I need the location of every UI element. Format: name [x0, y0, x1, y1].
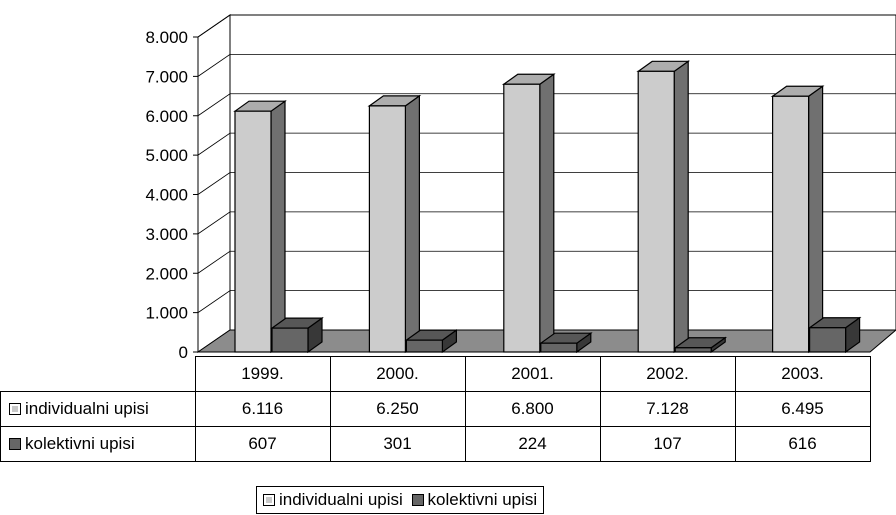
- y-tick-label: 3.000: [145, 225, 188, 244]
- data-label: 6.495: [734, 391, 871, 427]
- bar-chart: 0 1.000 2.000 3.000 4.000 5.000 6.000 7.000 8.00…: [145, 14, 896, 360]
- bars: [233, 60, 862, 354]
- bar-front: [540, 342, 578, 353]
- bar-side: [539, 73, 555, 354]
- category-label: 2003.: [734, 356, 871, 392]
- data-label: 616: [734, 426, 871, 462]
- table-header-row: 1999. 2000. 2001. 2002. 2003.: [1, 356, 871, 392]
- bar-front: [271, 327, 309, 353]
- bar-kolektivni: [807, 316, 862, 354]
- category-label: 2001.: [464, 356, 601, 392]
- bar-kolektivni: [270, 316, 324, 354]
- y-tick-label: 6.000: [145, 107, 188, 126]
- legend-label: kolektivni upisi: [427, 490, 538, 509]
- y-tick-label: 0: [179, 343, 188, 360]
- series-name: individualni upisi: [25, 399, 149, 418]
- legend-swatch: [263, 494, 275, 506]
- data-label: 7.128: [599, 391, 736, 427]
- y-tick-label: 4.000: [145, 186, 188, 205]
- bar-front: [808, 327, 847, 353]
- bar-front: [368, 105, 406, 353]
- legend: individualni upisi kolektivni upisi: [256, 486, 545, 514]
- data-label: 6.800: [464, 391, 601, 427]
- bar-individualni: [367, 94, 422, 354]
- y-tick-label: 2.000: [145, 264, 188, 283]
- y-axis: 0 1.000 2.000 3.000 4.000 5.000 6.000 7.000 8.00…: [145, 28, 199, 360]
- legend-label: individualni upisi: [279, 490, 403, 509]
- data-label: 301: [329, 426, 466, 462]
- legend-swatch: [9, 403, 21, 415]
- series-name: kolektivni upisi: [25, 434, 135, 453]
- bar-front: [637, 70, 675, 353]
- legend-item: kolektivni upisi: [411, 490, 538, 509]
- bar-side: [673, 60, 689, 354]
- data-table: 1999. 2000. 2001. 2002. 2003. individual…: [0, 356, 871, 462]
- bar-front: [503, 83, 541, 353]
- legend-item: individualni upisi: [263, 490, 403, 509]
- y-tick-label: 7.000: [145, 67, 188, 86]
- series-label: kolektivni upisi: [0, 426, 196, 462]
- data-label: 6.250: [329, 391, 466, 427]
- legend-swatch: [411, 494, 424, 506]
- bar-kolektivni: [538, 332, 593, 354]
- category-label: 2002.: [599, 356, 736, 392]
- table-row: individualni upisi 6.116 6.250 6.800 7.1…: [0, 391, 871, 427]
- gridline: [197, 53, 896, 77]
- data-label: 224: [464, 426, 601, 462]
- bar-individualni: [770, 85, 825, 354]
- data-label: 107: [599, 426, 736, 462]
- bar-front: [674, 347, 712, 353]
- bar-individualni: [233, 100, 287, 354]
- category-label: 2000.: [329, 356, 466, 392]
- data-label: 607: [194, 426, 331, 462]
- bar-individualni: [501, 73, 556, 354]
- y-tick-label: 1.000: [145, 304, 188, 323]
- y-tick-label: 8.000: [145, 28, 188, 47]
- bar-front: [771, 95, 810, 353]
- data-label: 6.116: [194, 391, 331, 427]
- table-row: kolektivni upisi 607 301 224 107 616: [0, 426, 871, 462]
- bar-kolektivni: [673, 336, 728, 354]
- bar-kolektivni: [404, 328, 459, 354]
- category-label: 1999.: [194, 356, 331, 392]
- bar-individualni: [636, 60, 691, 354]
- bar-side: [404, 94, 420, 354]
- legend-swatch: [9, 438, 21, 450]
- gridline: [197, 14, 896, 38]
- bar-front: [234, 110, 272, 353]
- bar-front: [405, 339, 443, 353]
- y-tick-label: 5.000: [145, 146, 188, 165]
- series-label: individualni upisi: [0, 391, 196, 427]
- bar-side: [807, 85, 824, 354]
- bar-side: [270, 100, 286, 354]
